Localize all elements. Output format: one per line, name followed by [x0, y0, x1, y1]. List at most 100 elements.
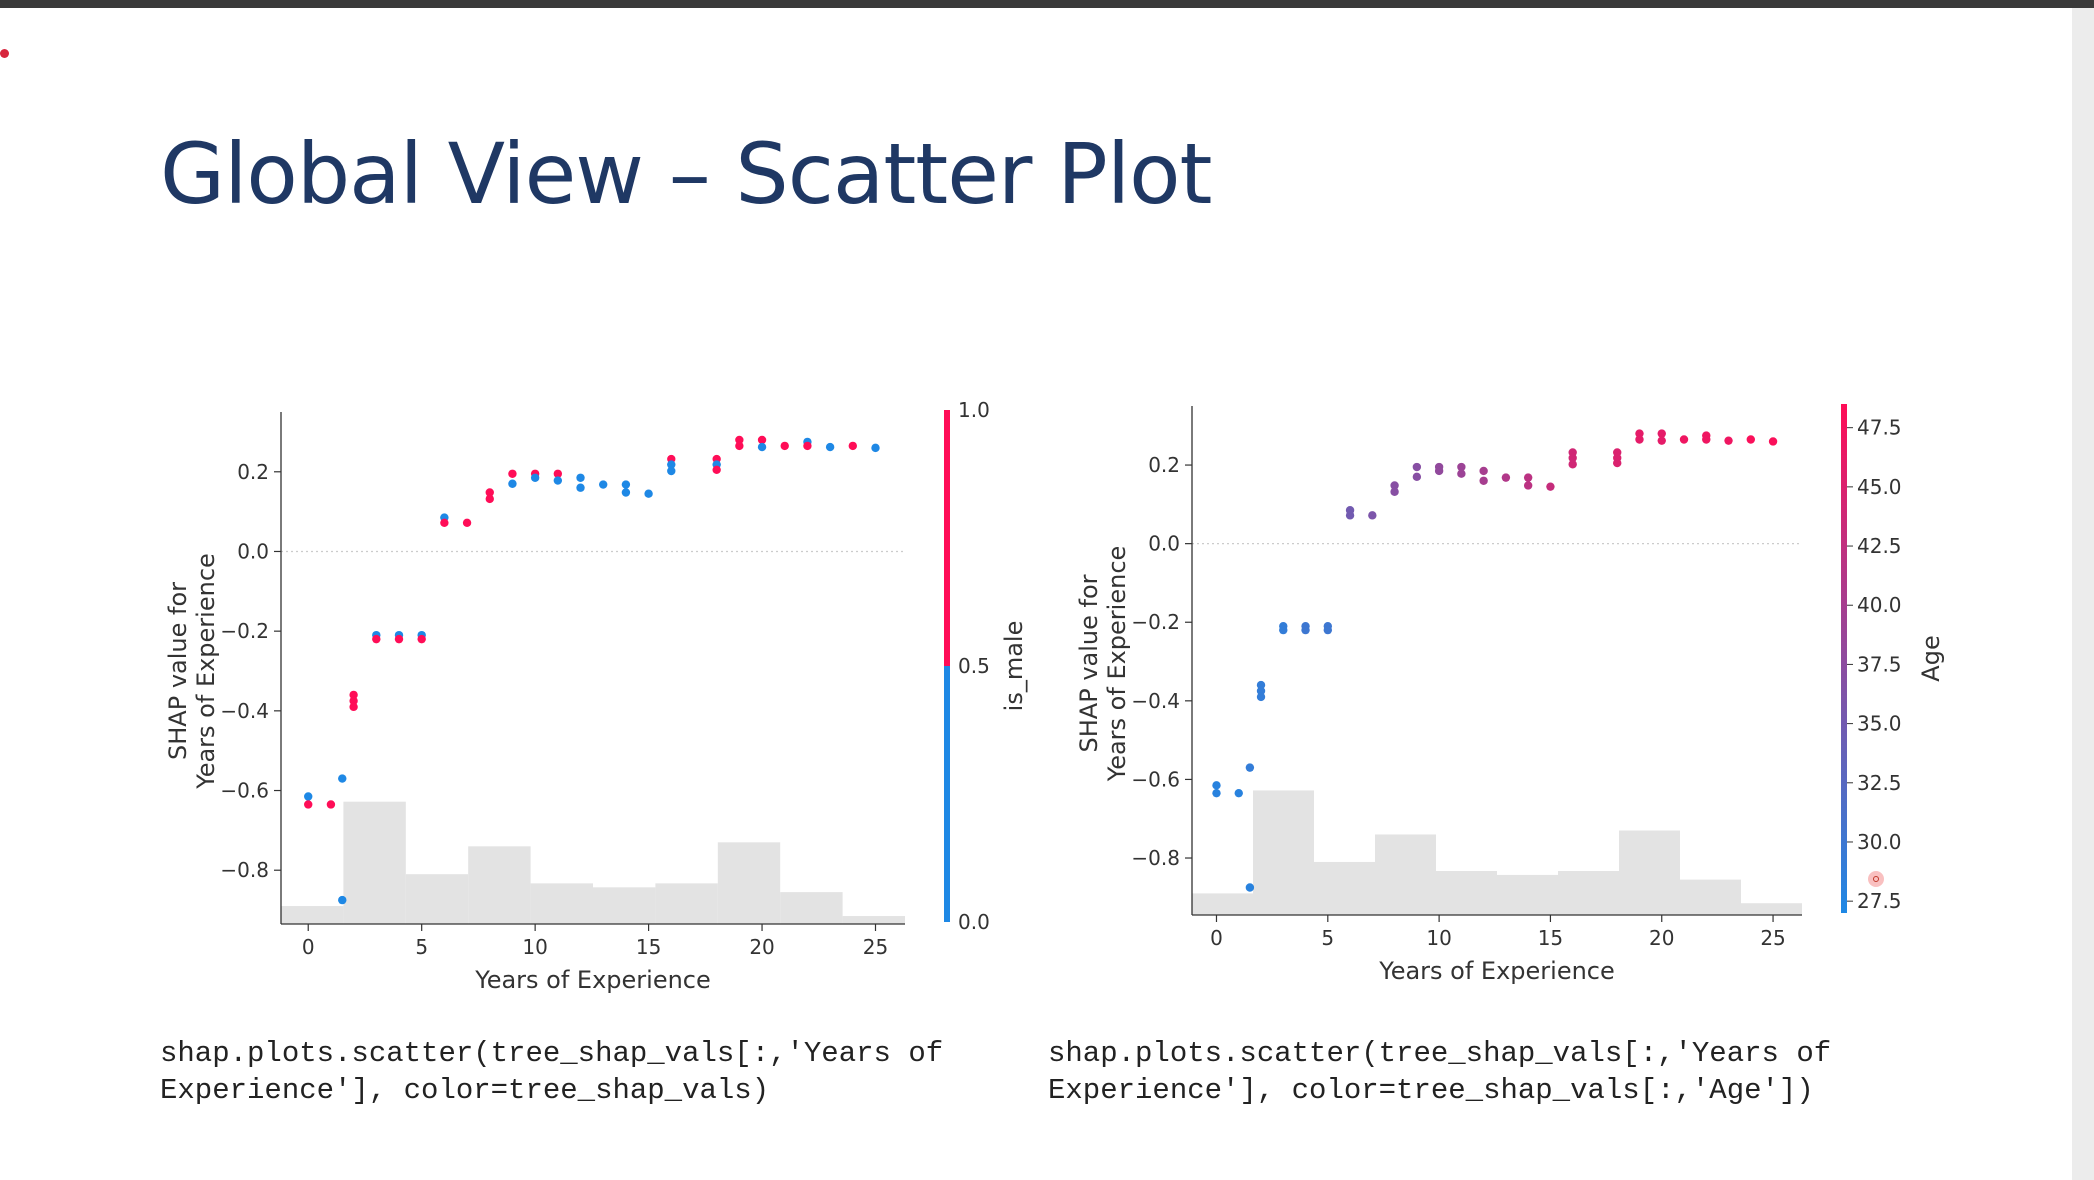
scatter-point: [417, 634, 426, 644]
colorbar-tick-label: 0.5: [958, 654, 990, 678]
y-axis-label: SHAP value forYears of Experience: [164, 553, 220, 790]
x-tick-label: 25: [863, 935, 888, 959]
laser-pointer-dot: [0, 49, 9, 58]
scatter-point: [1412, 472, 1422, 482]
scatter-point: [304, 792, 313, 801]
colorbar-tick-label: 1.0: [958, 398, 990, 422]
y-tick-label: −0.8: [1131, 846, 1180, 870]
colorbar-tick-label: 32.5: [1857, 771, 1902, 795]
histogram-bar: [468, 846, 531, 924]
scatter-point: [735, 435, 744, 445]
scatter-point: [485, 488, 494, 497]
histogram-bar: [1497, 874, 1558, 915]
scatter-point: [394, 634, 404, 644]
scatter-point: [372, 634, 381, 644]
colorbar-tick-label: 37.5: [1857, 652, 1902, 676]
scatter-point: [757, 435, 767, 445]
scatter-point: [576, 473, 585, 482]
scatter-point: [1613, 458, 1622, 468]
x-tick-label: 20: [1649, 926, 1674, 950]
histogram-bar: [655, 883, 718, 924]
y-tick-label: −0.8: [220, 858, 269, 882]
colorbar-tick-label: 45.0: [1857, 475, 1902, 499]
y-tick-label: 0.2: [1148, 453, 1180, 477]
scatter-point: [462, 518, 472, 527]
histogram-bar: [842, 916, 905, 924]
y-axis-label-line: SHAP value for: [164, 582, 192, 760]
scatter-point: [1234, 788, 1243, 798]
histogram-bar: [717, 842, 781, 924]
scatter-point: [1635, 429, 1644, 438]
y-tick-label: 0.0: [1148, 532, 1180, 556]
x-tick-label: 20: [749, 935, 774, 959]
window-top-bar: [0, 0, 2094, 8]
histogram-bar: [1314, 861, 1375, 915]
scatter-point: [440, 518, 449, 527]
scatter-point: [735, 441, 744, 451]
scatter-point: [825, 442, 835, 452]
scatter-point: [1256, 686, 1266, 696]
colorbar-tick-label: 30.0: [1857, 830, 1902, 854]
histogram-bar: [343, 801, 406, 924]
scatter-point: [1212, 781, 1221, 790]
scatter-point: [621, 488, 631, 497]
histogram-bar: [1375, 834, 1436, 915]
scatter-point: [1657, 436, 1666, 445]
shap-scatter-is-male-chart: 0 5 10 15 20 25 0.2 0.0 −0.2 −0.4 −0.6 −0.8 Years of…: [140, 390, 1040, 1000]
histogram-bar: [405, 874, 469, 924]
scatter-point: [1245, 883, 1255, 892]
scatter-point: [1412, 462, 1422, 472]
histogram-bar: [1741, 903, 1802, 915]
y-tick-label: 0.0: [237, 539, 269, 563]
scatter-point: [349, 690, 358, 700]
y-tick-label: 0.2: [237, 460, 269, 484]
colorbar-tick-label: 42.5: [1857, 534, 1902, 558]
scatter-point: [1279, 625, 1288, 635]
y-tick-label: −0.6: [220, 779, 269, 803]
y-axis-label: SHAP value forYears of Experience: [1075, 546, 1131, 783]
histogram-bar: [593, 887, 656, 924]
colorbar-gradient-bar: [1841, 404, 1847, 913]
y-tick-label: −0.2: [220, 619, 269, 643]
x-tick-label: 5: [415, 935, 428, 959]
x-tick-label: 0: [302, 935, 315, 959]
scatter-point: [326, 800, 336, 809]
histogram-bar: [530, 883, 593, 924]
y-axis-label-line: Years of Experience: [192, 553, 220, 790]
scatter-point: [1323, 625, 1333, 635]
mouse-cursor-highlight: [1868, 871, 1884, 887]
x-axis-label: Years of Experience: [1378, 957, 1615, 985]
colorbar-label: is_male: [1000, 621, 1028, 712]
x-tick-label: 10: [522, 935, 547, 959]
scatter-point: [1702, 435, 1711, 444]
scatter-point: [1657, 429, 1666, 438]
scatter-point: [1635, 435, 1644, 444]
scatter-point: [1245, 763, 1255, 772]
x-tick-label: 15: [636, 935, 661, 959]
scatter-point: [1457, 462, 1466, 472]
scatter-point: [485, 494, 494, 504]
colorbar-tick-label: 47.5: [1857, 416, 1902, 440]
x-tick-label: 15: [1538, 926, 1563, 950]
y-axis-label-line: SHAP value for: [1075, 574, 1103, 752]
scatter-point: [508, 479, 517, 488]
x-tick-label: 25: [1760, 926, 1785, 950]
scatter-point: [871, 443, 880, 453]
scatter-point: [553, 469, 563, 478]
window-scroll-edge: [2072, 8, 2094, 1180]
scatter-point: [599, 480, 608, 489]
colorbar-label: Age: [1917, 635, 1945, 681]
scatter-point: [1345, 511, 1355, 520]
y-tick-label: −0.4: [220, 699, 269, 723]
scatter-point: [338, 774, 347, 783]
scatter-point: [621, 480, 631, 489]
scatter-point: [553, 476, 563, 485]
scatter-point: [1768, 437, 1778, 446]
code-caption-is-male: shap.plots.scatter(tree_shap_vals[:,'Yea…: [160, 1037, 944, 1107]
scatter-point: [848, 441, 858, 451]
colorbar-tick-label: 40.0: [1857, 593, 1902, 617]
scatter-point: [1212, 788, 1221, 798]
colorbar-low-segment: [944, 666, 950, 922]
code-caption-age: shap.plots.scatter(tree_shap_vals[:,'Yea…: [1048, 1037, 1832, 1107]
scatter-point: [1368, 511, 1377, 520]
